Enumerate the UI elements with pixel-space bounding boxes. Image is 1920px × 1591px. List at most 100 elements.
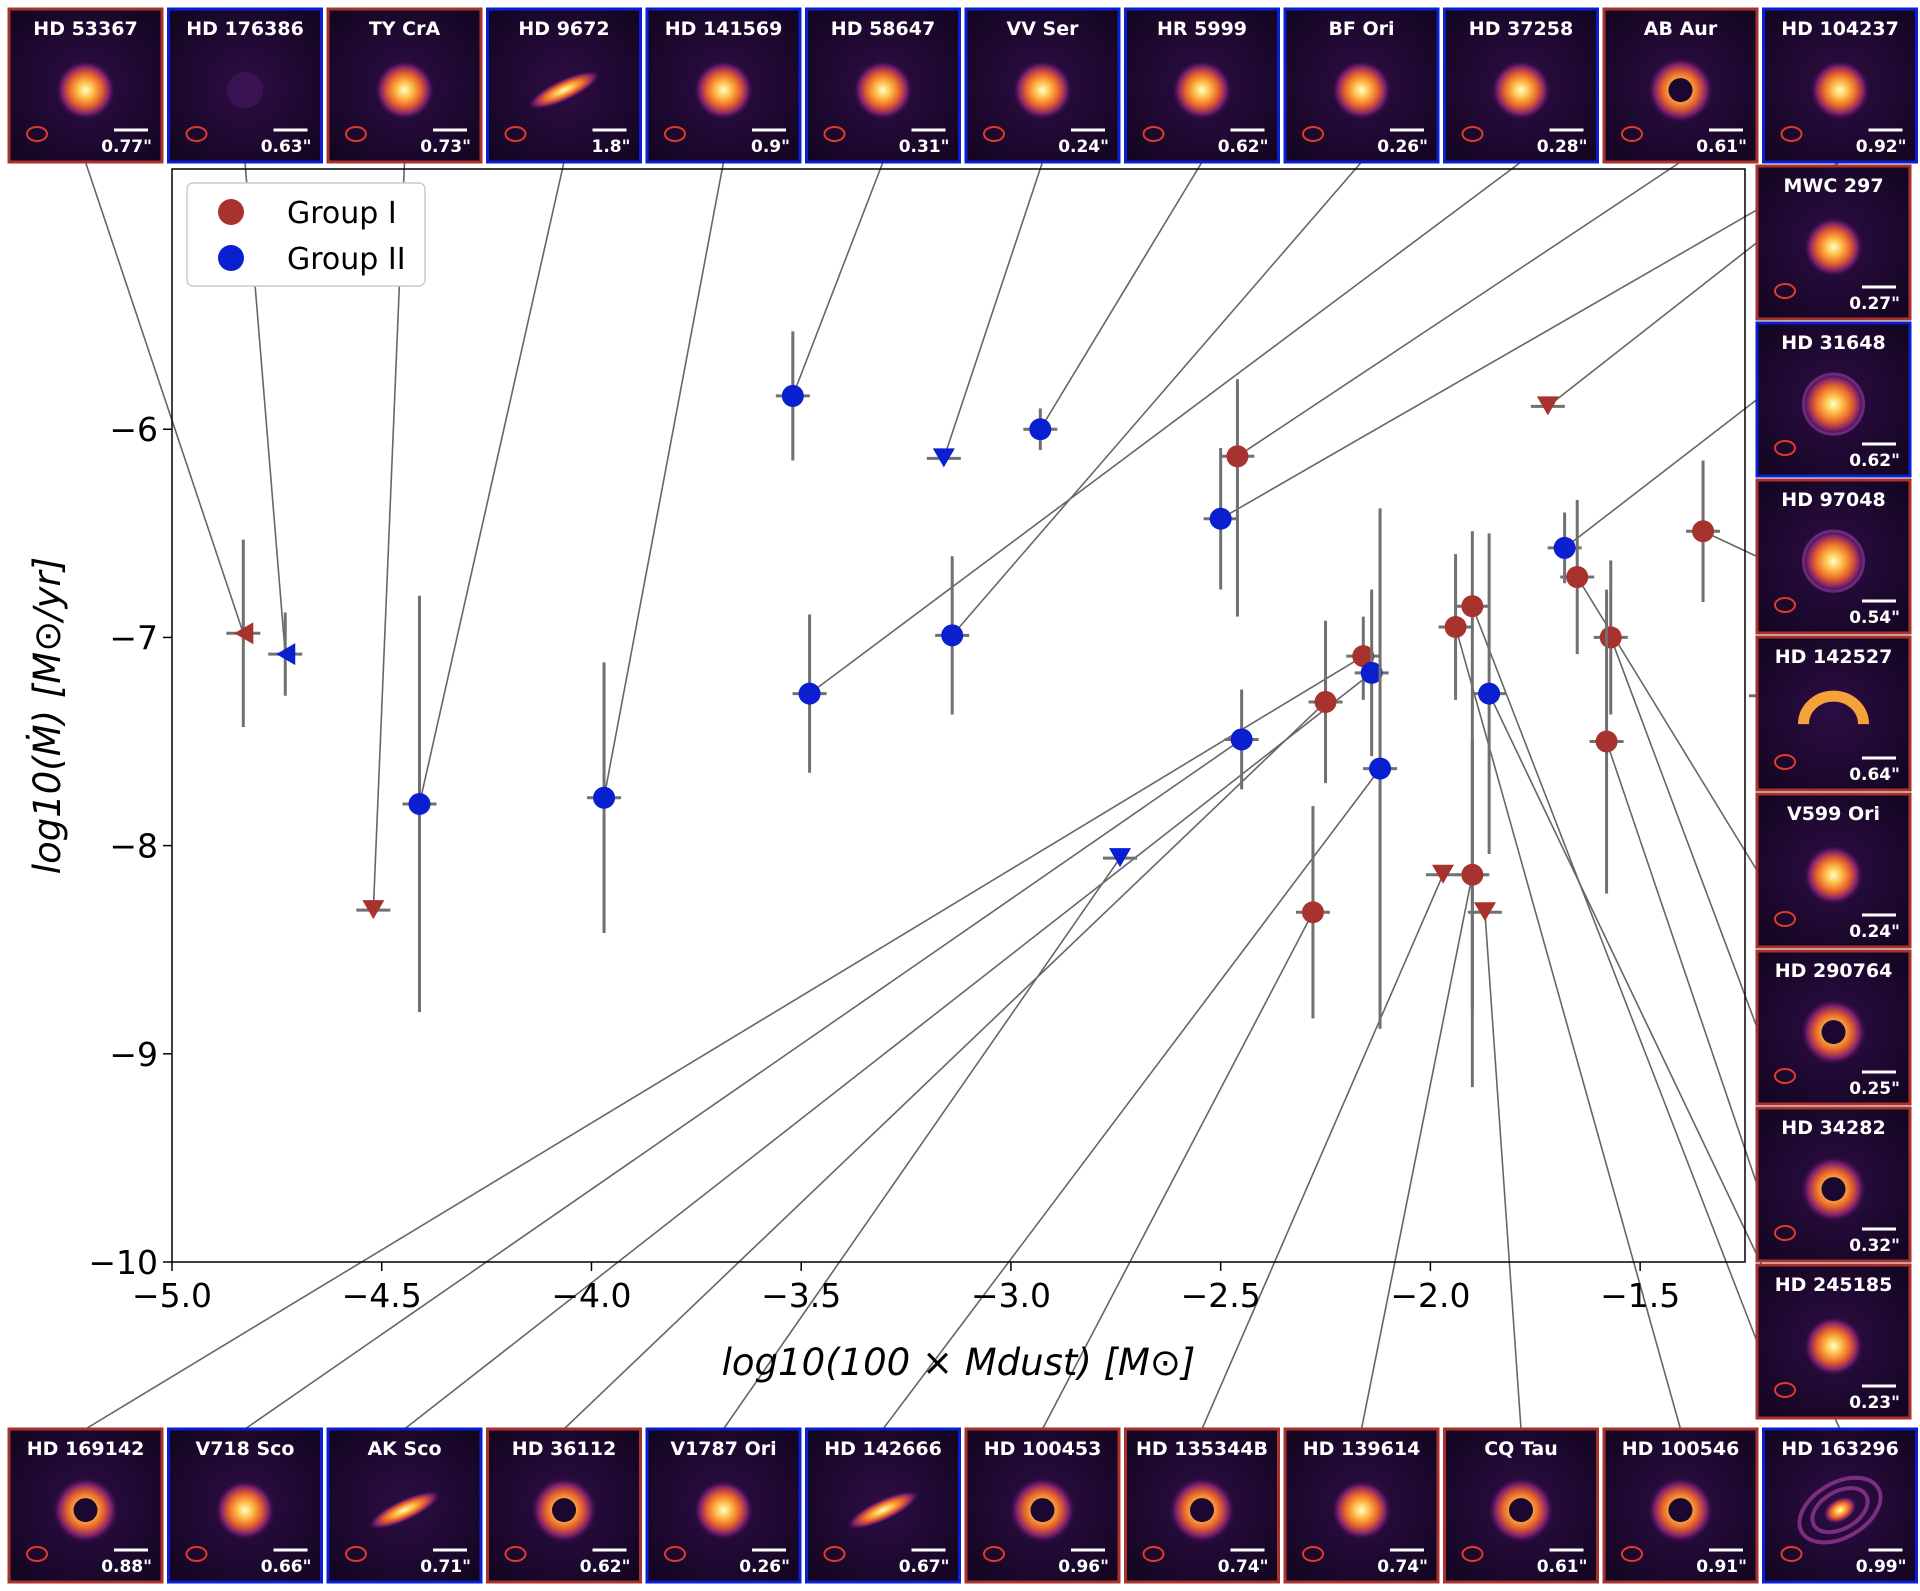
disk-emission (227, 72, 263, 109)
thumbnail-scale: 0.71" (420, 1557, 471, 1577)
upper-limit-marker (362, 900, 385, 920)
data-point (1461, 595, 1484, 618)
y-tick-label: −8 (109, 827, 158, 866)
connector-line (84, 161, 245, 634)
thumbnail-title: TY CrA (369, 18, 441, 40)
disk-emission (215, 1480, 275, 1541)
thumbnail-scale: 0.9" (751, 137, 790, 157)
beam-ellipse (185, 126, 208, 142)
thumbnail-scale: 0.26" (739, 1557, 790, 1577)
disk-emission (1800, 371, 1867, 438)
thumbnail-scale: 0.24" (1849, 922, 1900, 942)
beam-ellipse (345, 1546, 367, 1562)
y-tick-label: −7 (109, 618, 158, 657)
x-tick-label: −2.5 (1181, 1276, 1261, 1315)
thumbnail-scale: 0.73" (420, 137, 471, 157)
connector-line (1547, 241, 1758, 407)
legend-marker (218, 245, 244, 271)
connector-line (809, 161, 1522, 695)
disk-cavity (73, 1498, 98, 1523)
x-axis-label: log10(100 × Mdust) [M⊙] (722, 1341, 1196, 1384)
legend-label: Group II (287, 242, 406, 277)
data-point (408, 792, 431, 815)
thumbnail-scale: 0.67" (899, 1557, 950, 1577)
beam-ellipse (1774, 754, 1796, 770)
disk-emission (853, 60, 913, 121)
thumbnail-title: AK Sco (367, 1438, 441, 1460)
thumbnail: CQ Tau 0.61" (1443, 1427, 1599, 1584)
disk-ring (1802, 372, 1865, 436)
upper-limit-marker (1473, 902, 1496, 922)
thumbnail-title: V1787 Ori (670, 1438, 776, 1460)
thumbnail: AB Aur 0.61" (1602, 7, 1759, 164)
thumbnail-scale: 0.23" (1849, 1393, 1900, 1413)
thumbnail: HD 53367 0.77" (7, 7, 164, 164)
thumbnail-scale: 0.62" (1849, 451, 1900, 471)
thumbnail: HD 176386 0.63" (167, 7, 323, 164)
thumbnail-title: HD 31648 (1781, 332, 1885, 354)
disk-emission (1172, 60, 1232, 121)
beam-ellipse (1780, 1546, 1803, 1562)
y-axis-label: log10(Ṁ) [M⊙/yr] (26, 557, 69, 874)
data-point (1314, 690, 1337, 713)
thumbnail-scale: 0.25" (1849, 1079, 1900, 1099)
connector-line (1041, 911, 1314, 1430)
beam-ellipse (345, 126, 367, 142)
thumbnail-title: HR 5999 (1157, 18, 1247, 40)
data-point (1692, 520, 1715, 543)
beam-ellipse (1142, 126, 1165, 142)
connector-line (1564, 398, 1758, 549)
connector-line (244, 738, 1243, 1430)
thumbnail-title: HD 142527 (1775, 646, 1893, 668)
thumbnail-scale: 0.74" (1218, 1557, 1269, 1577)
connector-line (951, 161, 1363, 636)
thumbnail: HD 141569 0.9" (645, 7, 802, 164)
disk-emission (1800, 528, 1867, 595)
thumbnail: HD 9672 1.8" (486, 7, 642, 164)
data-point (1595, 730, 1618, 753)
beam-ellipse (185, 1546, 208, 1562)
disk-ring (1802, 529, 1865, 593)
disk-emission (1803, 845, 1864, 906)
disk-emission (55, 60, 116, 121)
beam-ellipse (1774, 1382, 1796, 1398)
thumbnail-scale: 0.27" (1849, 294, 1900, 314)
thumbnail-scale: 0.24" (1058, 137, 1109, 157)
beam-ellipse (1780, 126, 1803, 142)
beam-ellipse (1461, 1546, 1484, 1562)
legend-label: Group I (287, 196, 397, 231)
data-point (798, 682, 821, 705)
thumbnail-title: HD 139614 (1303, 1438, 1421, 1460)
y-tick-label: −10 (88, 1243, 158, 1282)
thumbnail: HD 58647 0.31" (805, 7, 961, 164)
disk-emission (1491, 60, 1551, 121)
thumbnail-title: HD 9672 (518, 18, 609, 40)
thumbnail-title: HD 142666 (824, 1438, 942, 1460)
thumbnail-scale: 0.61" (1696, 137, 1747, 157)
thumbnail-frame (1755, 949, 1912, 1106)
connector-line (1360, 874, 1474, 1430)
data-point (1444, 616, 1467, 639)
beam-ellipse (1461, 126, 1484, 142)
thumbnail-scale: 0.31" (899, 137, 950, 157)
thumbnail: HD 169142 0.88" (7, 1427, 164, 1584)
thumbnail-title: HD 104237 (1781, 18, 1899, 40)
disk-emission (527, 70, 601, 110)
data-marks (226, 331, 1783, 1088)
thumbnail-title: HD 100453 (984, 1438, 1102, 1460)
data-point (1209, 507, 1232, 530)
thumbnail-title: V718 Sco (196, 1438, 295, 1460)
y-tick-label: −9 (109, 1035, 158, 1074)
thumbnail-scale: 0.26" (1377, 137, 1428, 157)
thumbnail: AK Sco 0.71" (326, 1427, 483, 1584)
thumbnail-title: HD 169142 (27, 1438, 145, 1460)
data-point (1599, 626, 1622, 649)
thumbnail: HD 100453 0.96" (964, 1427, 1121, 1584)
disk-cavity (1821, 1177, 1846, 1202)
thumbnail-scale: 0.96" (1058, 1557, 1109, 1577)
data-point (1360, 661, 1383, 684)
thumbnail-title: MWC 297 (1783, 175, 1883, 197)
thumbnail-scale: 0.63" (261, 137, 312, 157)
thumbnail: HD 100546 0.91" (1602, 1427, 1759, 1584)
thumbnail-scale: 0.61" (1537, 1557, 1588, 1577)
